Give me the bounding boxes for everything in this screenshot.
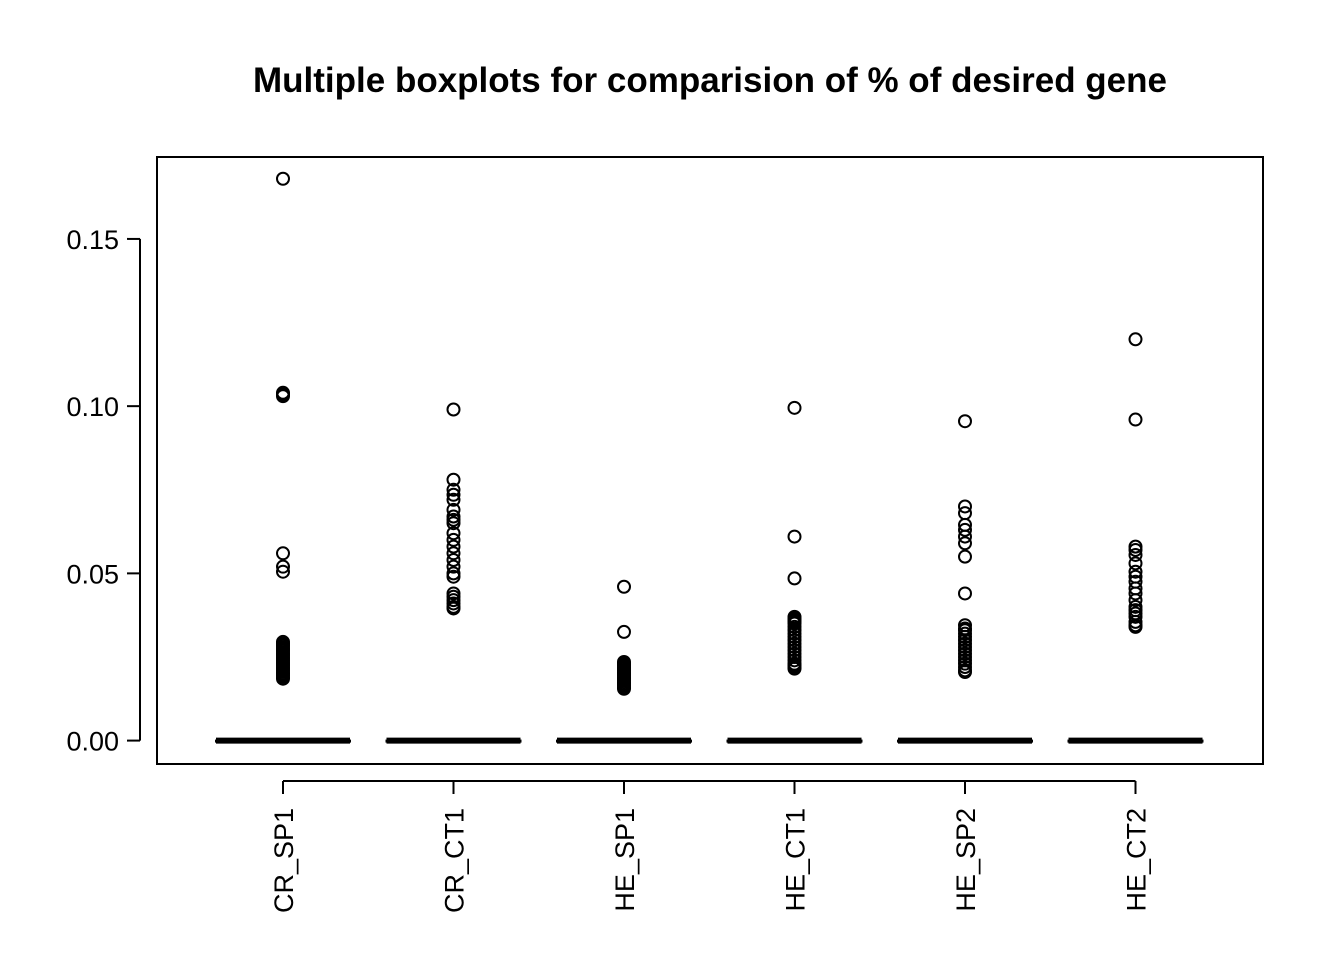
box-series — [215, 171, 1204, 744]
plot-frame — [156, 156, 1264, 765]
outlier-point — [958, 499, 972, 514]
outlier-point — [787, 400, 802, 415]
x-axis: CR_SP1 CR_CT1 HE_SP1 HE_CT1 HE_SP2 HE_CT2 — [269, 780, 1152, 913]
x-tick-label: HE_CT1 — [781, 808, 811, 912]
outlier-point — [276, 564, 290, 579]
outlier-point — [446, 502, 461, 517]
outlier-point — [787, 571, 802, 586]
y-axis: 0.00 0.05 0.10 0.15 — [66, 225, 141, 757]
outlier-point — [787, 661, 802, 676]
outlier-point — [446, 402, 461, 417]
box-group — [726, 400, 863, 744]
outlier-point — [1128, 332, 1143, 347]
outlier-point — [1128, 619, 1143, 634]
outlier-point — [1128, 547, 1143, 562]
outlier-point — [276, 671, 290, 686]
outlier-point — [1128, 609, 1143, 624]
outlier-point — [446, 532, 461, 547]
box-group — [1067, 332, 1204, 744]
y-tick-label: 0.15 — [66, 225, 119, 255]
x-tick-label: CR_CT1 — [440, 808, 470, 913]
outlier-point — [958, 665, 972, 680]
chart-title: Multiple boxplots for comparision of % o… — [253, 61, 1167, 100]
outlier-point — [958, 414, 972, 429]
outlier-point — [1128, 412, 1143, 427]
outlier-point — [958, 522, 972, 537]
outlier-point — [958, 529, 972, 544]
outlier-point — [276, 546, 290, 561]
outlier-point — [446, 487, 461, 502]
box-group — [215, 171, 351, 744]
y-tick-label: 0.10 — [66, 392, 119, 422]
outlier-point — [446, 601, 461, 616]
outlier-point — [446, 569, 461, 584]
outlier-point — [446, 482, 461, 497]
box-group — [556, 579, 692, 744]
outlier-point — [617, 681, 631, 696]
outlier-point — [276, 171, 290, 186]
outlier-point — [1128, 564, 1143, 579]
y-tick-label: 0.05 — [66, 559, 119, 589]
outlier-point — [1128, 542, 1143, 557]
x-tick-label: CR_SP1 — [269, 808, 299, 913]
outlier-point — [446, 472, 461, 487]
box-group — [897, 414, 1033, 744]
outlier-point — [958, 536, 972, 551]
outlier-point — [446, 559, 461, 574]
x-tick-label: HE_SP2 — [951, 808, 981, 912]
outlier-point — [1128, 556, 1143, 571]
outlier-point — [446, 539, 461, 554]
outlier-point — [446, 546, 461, 561]
outlier-point — [1128, 593, 1143, 608]
outlier-point — [617, 624, 631, 639]
outlier-point — [787, 529, 802, 544]
outlier-point — [958, 549, 972, 564]
outlier-point — [446, 552, 461, 567]
outlier-point — [446, 492, 461, 507]
outlier-point — [276, 389, 290, 404]
box-group — [385, 402, 522, 744]
outlier-point — [446, 516, 461, 531]
outlier-point — [1128, 586, 1143, 601]
outlier-point — [446, 526, 461, 541]
outlier-point — [617, 579, 631, 594]
outlier-point — [276, 559, 290, 574]
outlier-point — [958, 586, 972, 601]
y-tick-label: 0.00 — [66, 727, 119, 757]
x-tick-label: HE_CT2 — [1122, 808, 1152, 912]
x-tick-label: HE_SP1 — [610, 808, 640, 912]
